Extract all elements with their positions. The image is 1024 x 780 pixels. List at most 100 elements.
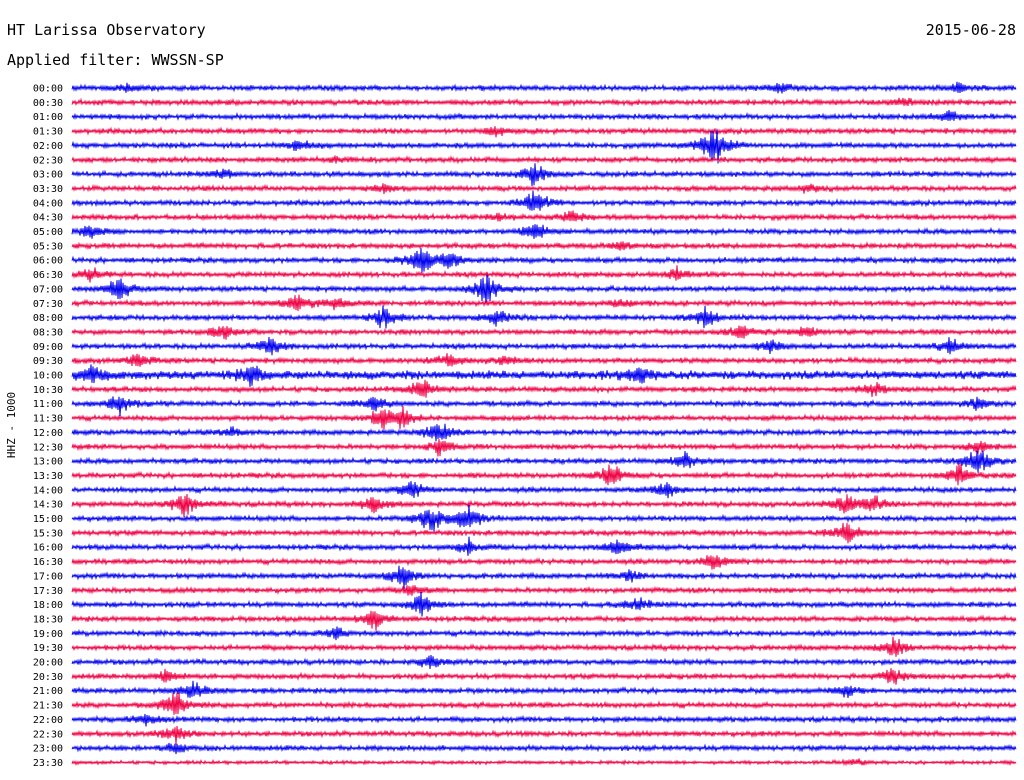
time-tick-label: 16:30	[33, 557, 63, 568]
trace-row-1200	[71, 423, 1017, 442]
time-tick-label: 10:00	[33, 371, 63, 382]
time-tick-label: 04:00	[33, 198, 63, 209]
time-tick-label: 19:30	[33, 643, 63, 654]
trace-row-1400	[71, 481, 1017, 499]
trace-row-1130	[71, 406, 1017, 430]
time-tick-label: 04:30	[33, 213, 63, 224]
trace-row-2230	[71, 725, 1017, 745]
trace-row-0600	[71, 248, 1017, 273]
trace-row-1100	[71, 396, 1017, 417]
trace-row-0430	[71, 210, 1017, 222]
trace-row-1230	[71, 438, 1017, 457]
trace-row-1030	[71, 379, 1017, 398]
time-tick-label: 11:00	[33, 399, 63, 410]
trace-row-0900	[71, 336, 1017, 356]
trace-row-1530	[71, 522, 1017, 544]
trace-row-1430	[71, 494, 1017, 517]
time-tick-label: 01:00	[33, 112, 63, 123]
trace-row-2330	[71, 758, 1017, 767]
time-tick-labels: 00:00 00:30 01:00 01:30 02:00 02:30 03:00 03:30…	[33, 84, 63, 769]
chart-date: 2015-06-28	[925, 21, 1016, 39]
trace-row-0000	[71, 81, 1017, 94]
trace-row-0230	[71, 154, 1017, 165]
time-tick-label: 21:30	[33, 701, 63, 712]
trace-row-1830	[71, 610, 1017, 631]
time-tick-label: 21:00	[33, 686, 63, 697]
time-tick-label: 06:30	[33, 270, 63, 281]
time-tick-label: 14:00	[33, 485, 63, 496]
trace-row-2200	[71, 713, 1017, 727]
time-tick-label: 22:30	[33, 729, 63, 740]
trace-row-0400	[71, 190, 1017, 211]
time-tick-label: 13:00	[33, 457, 63, 468]
trace-row-2300	[71, 742, 1017, 755]
trace-row-0300	[71, 163, 1017, 187]
trace-row-0930	[71, 353, 1017, 367]
time-tick-label: 07:00	[33, 284, 63, 295]
time-tick-label: 05:30	[33, 241, 63, 252]
trace-row-0130	[71, 126, 1017, 138]
trace-row-0630	[71, 265, 1017, 283]
trace-row-0730	[71, 294, 1017, 311]
trace-row-1600	[71, 536, 1017, 556]
filter-label: Applied filter: WWSSN-SP	[7, 51, 224, 69]
trace-row-2100	[71, 680, 1017, 699]
trace-row-0500	[71, 224, 1017, 239]
time-tick-label: 12:30	[33, 442, 63, 453]
trace-row-0330	[71, 183, 1017, 195]
time-tick-label: 19:00	[33, 629, 63, 640]
time-tick-label: 06:00	[33, 256, 63, 267]
time-tick-label: 00:30	[33, 98, 63, 109]
time-tick-label: 18:30	[33, 614, 63, 625]
trace-row-1700	[71, 565, 1017, 589]
time-tick-label: 08:30	[33, 327, 63, 338]
seismic-traces	[71, 81, 1017, 767]
time-tick-label: 10:30	[33, 385, 63, 396]
time-tick-label: 00:00	[33, 84, 63, 95]
time-tick-label: 11:30	[33, 414, 63, 425]
trace-row-1330	[71, 463, 1017, 486]
trace-row-0700	[71, 274, 1017, 306]
time-tick-label: 20:30	[33, 672, 63, 683]
trace-row-2000	[71, 654, 1017, 670]
time-tick-label: 17:00	[33, 571, 63, 582]
time-tick-label: 07:30	[33, 299, 63, 310]
time-tick-label: 05:00	[33, 227, 63, 238]
time-tick-label: 03:00	[33, 170, 63, 181]
time-tick-label: 23:00	[33, 744, 63, 755]
time-tick-label: 18:00	[33, 600, 63, 611]
time-tick-label: 22:00	[33, 715, 63, 726]
trace-row-1930	[71, 636, 1017, 657]
trace-row-0530	[71, 241, 1017, 251]
time-tick-label: 08:00	[33, 313, 63, 324]
time-tick-label: 23:30	[33, 758, 63, 769]
time-tick-label: 12:00	[33, 428, 63, 439]
chart-title: HT Larissa Observatory	[7, 21, 206, 39]
time-tick-label: 16:00	[33, 543, 63, 554]
time-tick-label: 14:30	[33, 500, 63, 511]
trace-row-0100	[71, 109, 1017, 122]
trace-row-1800	[71, 592, 1017, 617]
trace-row-0030	[71, 97, 1017, 108]
time-tick-label: 20:00	[33, 658, 63, 669]
trace-row-1630	[71, 555, 1017, 570]
trace-row-1300	[71, 450, 1017, 473]
time-tick-label: 15:30	[33, 528, 63, 539]
trace-row-1500	[71, 504, 1017, 532]
time-tick-label: 13:30	[33, 471, 63, 482]
trace-row-1000	[71, 364, 1017, 387]
trace-row-2130	[71, 692, 1017, 715]
time-tick-label: 02:30	[33, 155, 63, 166]
time-tick-label: 15:00	[33, 514, 63, 525]
time-tick-label: 03:30	[33, 184, 63, 195]
trace-row-1900	[71, 626, 1017, 641]
trace-row-0800	[71, 305, 1017, 329]
trace-row-2030	[71, 668, 1017, 685]
time-tick-label: 17:30	[33, 586, 63, 597]
trace-row-1730	[71, 585, 1017, 596]
trace-row-0830	[71, 325, 1017, 340]
time-tick-label: 01:30	[33, 127, 63, 138]
time-tick-label: 02:00	[33, 141, 63, 152]
trace-row-0200	[71, 129, 1017, 164]
